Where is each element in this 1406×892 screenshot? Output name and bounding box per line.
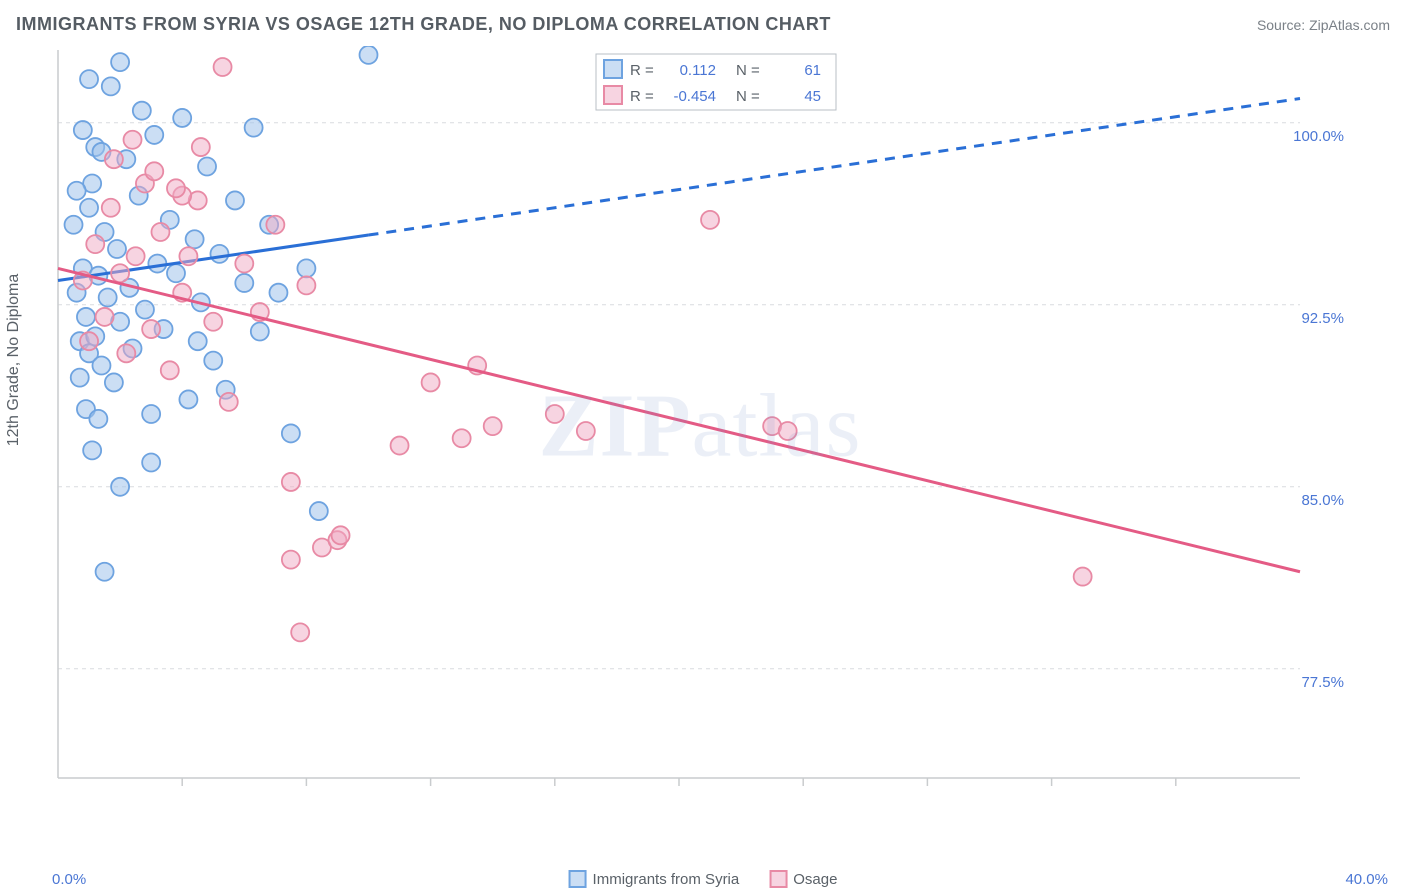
svg-text:85.0%: 85.0% [1301, 492, 1344, 509]
svg-text:45: 45 [804, 88, 821, 105]
legend-swatch-osage [769, 870, 787, 888]
source-name: ZipAtlas.com [1309, 17, 1390, 33]
plot-area: 77.5% 85.0% 92.5% 100.0% R = 0.112 N = 61 R = -0.… [50, 46, 1350, 806]
svg-text:92.5%: 92.5% [1301, 310, 1344, 327]
chart-svg: 77.5% 85.0% 92.5% 100.0% R = 0.112 N = 61 R = -0.… [50, 46, 1350, 806]
chart-header: IMMIGRANTS FROM SYRIA VS OSAGE 12TH GRAD… [16, 14, 1390, 35]
y-axis-label: 12th Grade, No Diploma [5, 274, 23, 447]
svg-text:N =: N = [736, 88, 760, 105]
svg-text:0.112: 0.112 [680, 62, 716, 79]
svg-text:R =: R = [630, 62, 654, 79]
legend-label-syria: Immigrants from Syria [593, 871, 740, 888]
svg-text:R =: R = [630, 88, 654, 105]
svg-text:N =: N = [736, 62, 760, 79]
bottom-legend: Immigrants from Syria Osage [569, 870, 838, 888]
legend-label-osage: Osage [793, 871, 837, 888]
svg-text:100.0%: 100.0% [1293, 128, 1344, 145]
x-tick-min: 0.0% [52, 871, 86, 888]
legend-item-syria: Immigrants from Syria [569, 870, 740, 888]
source-prefix: Source: [1257, 17, 1309, 33]
svg-text:-0.454: -0.454 [673, 88, 716, 105]
source-attribution: Source: ZipAtlas.com [1257, 17, 1390, 33]
chart-title: IMMIGRANTS FROM SYRIA VS OSAGE 12TH GRAD… [16, 14, 831, 35]
svg-text:61: 61 [804, 62, 821, 79]
legend-item-osage: Osage [769, 870, 837, 888]
x-tick-max: 40.0% [1345, 871, 1388, 888]
svg-text:77.5%: 77.5% [1301, 674, 1344, 691]
legend-swatch-syria [569, 870, 587, 888]
